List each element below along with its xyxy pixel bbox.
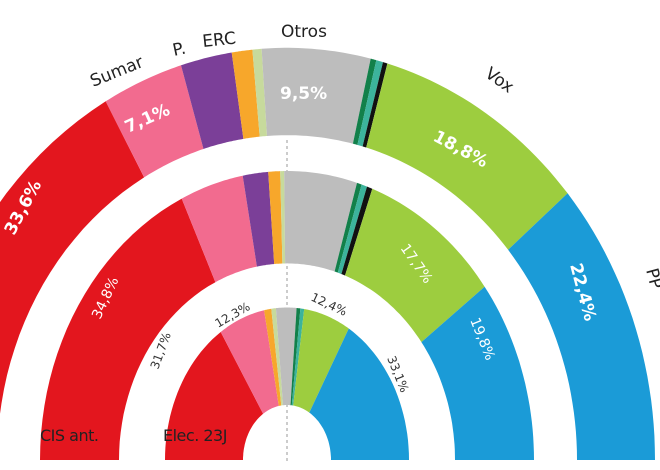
middle-ring-segment-pp [421, 286, 534, 460]
middle-ring-segment-erc [268, 171, 283, 264]
outer-ring-segment-vox [366, 63, 568, 250]
outer-ring-segment-erc [231, 49, 260, 139]
ring-label-elec-23j: Elec. 23J [163, 426, 227, 445]
middle-ring-segment-podemos [242, 171, 275, 267]
ring-label-cis-ant: CIS ant. [40, 426, 98, 445]
outer-ring-segment-verde-oscuro [352, 58, 377, 145]
party-label-podemos: P. [171, 39, 188, 61]
inner-ring-segment-otros [275, 307, 297, 406]
middle-ring-segment-vox [345, 188, 485, 343]
outer-ring-segment-negro [362, 62, 388, 148]
outer-value-label-otros: 9,5% [280, 84, 327, 104]
middle-ring-segment-otros-partido-claro [280, 171, 286, 264]
inner-ring-segment-psoe [165, 332, 264, 460]
outer-ring-segment-otros-partido-claro [252, 48, 267, 137]
outer-ring-segment-podemos [181, 52, 244, 149]
outer-ring-segment-turquesa [357, 60, 383, 147]
middle-ring-segment-verde-oscuro [334, 182, 362, 273]
inner-ring-segment-sumar [220, 310, 279, 414]
middle-ring-segment-psoe [40, 198, 216, 460]
outer-ring-segment-pp [508, 193, 655, 461]
middle-ring-segment-otros [284, 171, 357, 272]
outer-ring-segment-psoe [0, 101, 145, 414]
outer-ring-segment-sumar [105, 65, 204, 178]
inner-ring-segment-otros-partido-claro [271, 308, 283, 406]
party-label-otros: Otros [281, 22, 327, 42]
middle-ring-segment-turquesa [337, 184, 367, 274]
inner-ring-segment-vox [293, 309, 349, 413]
party-label-vox: Vox [481, 64, 517, 98]
party-label-pp: PP [641, 266, 660, 291]
inner-ring-segment-turquesa [291, 308, 305, 406]
middle-ring-segment-negro [341, 186, 373, 276]
inner-ring-segment-erc [264, 308, 282, 406]
inner-ring-segment-verde-oscuro [290, 308, 301, 406]
outer-ring-segment-otros [261, 47, 371, 144]
middle-ring-segment-sumar [181, 175, 257, 283]
party-label-erc: ERC [201, 29, 236, 52]
inner-ring-segment-pp [309, 328, 409, 460]
